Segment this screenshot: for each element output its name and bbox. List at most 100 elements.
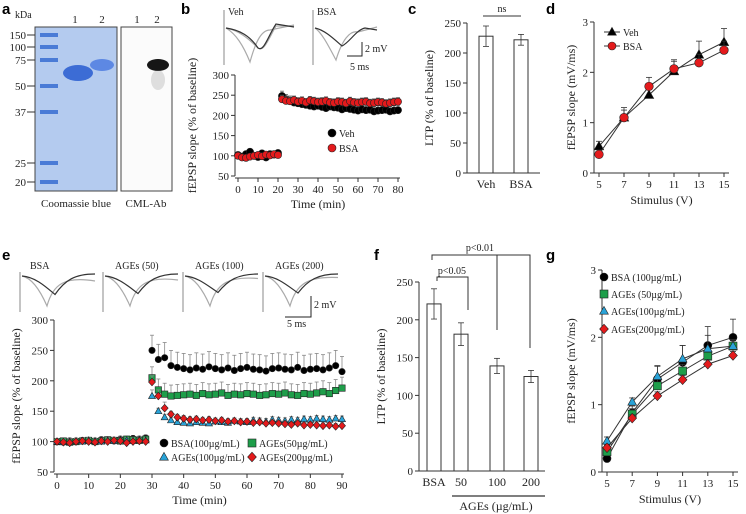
ladder-band [40, 84, 58, 88]
data-point [337, 414, 347, 422]
data-point [332, 387, 340, 395]
data-point [319, 388, 327, 396]
data-point [300, 420, 308, 430]
data-point [287, 420, 296, 429]
data-point [312, 414, 321, 422]
marker-label: 50 [15, 81, 27, 93]
legend-marker [599, 323, 609, 335]
data-point [141, 437, 150, 446]
traces-b: Veh BSA 2 mV 5 ms [223, 7, 388, 73]
data-point [91, 437, 99, 447]
data-point [299, 414, 309, 422]
y-tick-label: 100 [32, 437, 49, 449]
data-point [306, 390, 314, 398]
legend-label: BSA(100µg/mL) [171, 439, 240, 450]
data-point [274, 151, 282, 159]
data-point [84, 437, 93, 446]
data-point [199, 390, 207, 398]
data-point [65, 438, 74, 448]
data-point [294, 391, 302, 399]
chart-f: 0 50 100 150 200 250 BSA 50 100 200 LTP (% of base… [374, 243, 545, 513]
series-line [598, 41, 725, 147]
data-point [281, 389, 289, 397]
data-point [306, 365, 314, 373]
x-tick-label: 7 [629, 478, 635, 490]
legend-marker [327, 143, 337, 153]
x-tick-label: 10 [83, 480, 95, 492]
data-point [677, 374, 688, 385]
data-point [652, 390, 663, 402]
data-point [313, 389, 321, 397]
marker-label: 150 [10, 30, 27, 42]
p-value-annotation: p<0.05 [438, 266, 466, 277]
bar [489, 365, 505, 472]
data-point [167, 362, 175, 370]
data-point [300, 366, 308, 374]
data-point [331, 422, 340, 431]
data-point [262, 419, 270, 428]
data-point [230, 366, 238, 374]
data-point [230, 416, 239, 426]
panel-letter-c: c [408, 1, 416, 18]
data-point [116, 436, 125, 446]
trace-label: AGEs (200) [275, 261, 324, 272]
legend-label: BSA (100µg/mL) [611, 273, 682, 284]
data-point [237, 391, 245, 399]
x-tick-label: 11 [669, 179, 680, 191]
scale-bar [285, 296, 312, 318]
trace-baseline [264, 275, 339, 308]
data-point [287, 366, 295, 374]
trace-baseline [184, 275, 259, 308]
legend-marker [327, 128, 337, 138]
marker-label: 75 [15, 55, 27, 67]
data-point [103, 437, 112, 446]
x-tick-label: 40 [313, 184, 325, 196]
y-tick-label: 1 [591, 400, 597, 412]
y-tick-label: 50 [218, 171, 230, 183]
x-tick-label: 40 [178, 480, 190, 492]
data-point [122, 438, 131, 448]
data-point [319, 421, 327, 431]
data-point [268, 365, 276, 373]
data-point [643, 89, 655, 99]
x-tick-label: Veh [477, 177, 496, 191]
data-point [129, 437, 137, 446]
panel-letter-e: e [2, 247, 10, 264]
scale-bar [347, 42, 363, 57]
data-point [268, 418, 277, 428]
data-point [703, 351, 713, 361]
y-tick-label: 200 [32, 376, 49, 388]
y-tick-label: 100 [445, 108, 462, 120]
e-trace-group [19, 272, 339, 312]
group-label: AGEs (µg/mL) [459, 499, 532, 513]
x-tick-label: 9 [655, 478, 661, 490]
x-tick-label: 11 [677, 478, 688, 490]
ladder-band [40, 161, 58, 165]
panel-letter-d: d [546, 1, 555, 18]
data-point [677, 353, 688, 363]
chart-d: 0 1 2 3 5 7 9 11 13 15 fEPSP slope (mV/ms) Stimulus… [564, 17, 730, 207]
data-point [186, 366, 194, 374]
data-point [243, 363, 251, 371]
blot-smear [151, 70, 165, 90]
panel-letter-a: a [2, 1, 11, 18]
legend-marker [599, 272, 609, 282]
data-point [186, 390, 194, 398]
x-tick-label: 0 [54, 480, 60, 492]
data-point [325, 420, 334, 430]
data-point [249, 390, 257, 398]
bar [523, 376, 539, 472]
data-point [217, 416, 226, 425]
data-point [702, 343, 713, 353]
kda-label: kDa [15, 10, 32, 21]
data-point [236, 417, 245, 427]
y-tick-label: 3 [583, 17, 589, 29]
x-tick-label: 7 [621, 179, 627, 191]
coomassie-label: Coomassie blue [41, 198, 111, 210]
legend-marker [247, 438, 257, 448]
data-point [281, 365, 289, 373]
data-point [318, 414, 328, 422]
legend-label: AGEs(200µg/mL) [259, 453, 333, 464]
data-point [652, 371, 663, 380]
